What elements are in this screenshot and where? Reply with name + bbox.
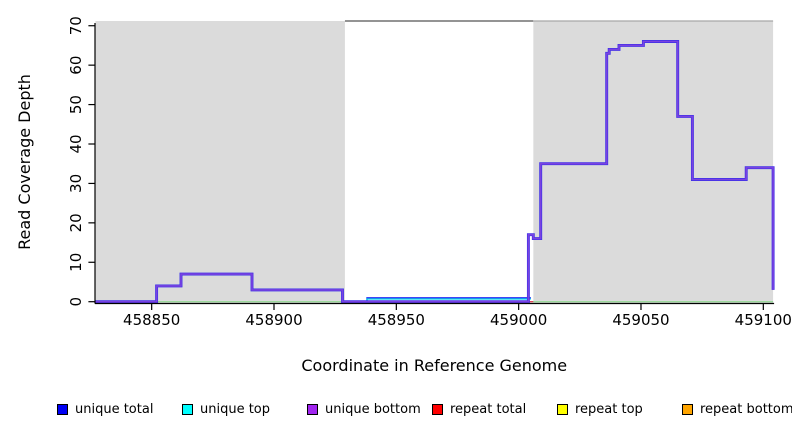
y-axis-title: Read Coverage Depth bbox=[15, 74, 34, 250]
legend-label: unique bottom bbox=[325, 401, 421, 417]
legend-label: repeat top bbox=[575, 401, 643, 417]
series-group bbox=[95, 40, 775, 304]
legend-label: unique total bbox=[75, 401, 154, 417]
legend-swatch bbox=[57, 403, 68, 415]
y-tick-label: 10 bbox=[67, 253, 85, 272]
x-tick-label: 458850 bbox=[123, 311, 180, 329]
legend-swatch bbox=[182, 403, 193, 415]
background-band bbox=[95, 21, 345, 304]
background-bands bbox=[95, 20, 774, 304]
x-axis-title: Coordinate in Reference Genome bbox=[301, 356, 567, 375]
series-unique-bottom bbox=[95, 40, 774, 303]
legend-item-unique-top: unique top bbox=[182, 402, 307, 417]
legend-swatch bbox=[557, 403, 568, 415]
y-tick-label: 70 bbox=[67, 16, 85, 35]
legend-swatch bbox=[307, 403, 318, 415]
legend-label: repeat bottom bbox=[700, 401, 792, 417]
y-tick-label: 0 bbox=[67, 297, 85, 307]
x-tick-label: 459000 bbox=[490, 311, 547, 329]
x-tick-label: 459100 bbox=[735, 311, 792, 329]
y-tick-label: 20 bbox=[67, 213, 85, 232]
axes: 458850 458900 458950 459000 459050 459100 0 10 2… bbox=[15, 16, 792, 375]
y-tick-label: 60 bbox=[67, 56, 85, 75]
legend-item-unique-total: unique total bbox=[57, 402, 182, 417]
legend-label: repeat total bbox=[450, 401, 527, 417]
legend-swatch bbox=[432, 403, 443, 415]
legend-item-repeat-top: repeat top bbox=[557, 402, 682, 417]
legend-swatch bbox=[682, 403, 693, 415]
x-tick-label: 459050 bbox=[612, 311, 669, 329]
y-tick-label: 40 bbox=[67, 134, 85, 153]
legend-item-repeat-total: repeat total bbox=[432, 402, 557, 417]
x-tick-label: 458900 bbox=[245, 311, 302, 329]
y-tick-label: 30 bbox=[67, 174, 85, 193]
background-band bbox=[344, 21, 534, 304]
legend-item-repeat-bottom: repeat bottom bbox=[682, 402, 792, 417]
y-tick-label: 50 bbox=[67, 95, 85, 114]
legend-label: unique top bbox=[200, 401, 271, 417]
legend-item-unique-bottom: unique bottom bbox=[307, 402, 432, 417]
x-tick-label: 458950 bbox=[368, 311, 425, 329]
legend: unique total unique top unique bottom repea… bbox=[57, 399, 792, 419]
